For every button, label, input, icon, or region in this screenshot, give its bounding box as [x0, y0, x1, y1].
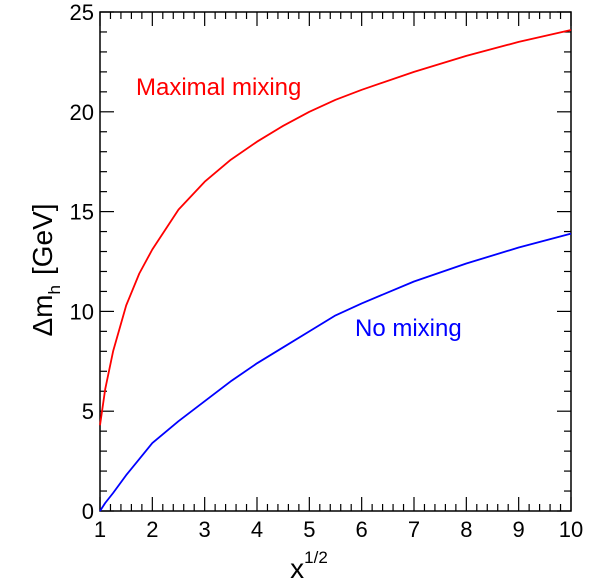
y-axis-label-unit: [GeV]	[27, 203, 58, 275]
x-tick-label: 6	[356, 517, 368, 542]
x-tick-label: 7	[408, 517, 420, 542]
series-line-no-mixing	[99, 232, 572, 512]
x-axis-label-sup: 1/2	[304, 548, 328, 567]
y-axis-label-sub: h	[45, 285, 64, 294]
x-tick-label: 10	[559, 517, 583, 542]
axis-ticks	[99, 11, 572, 512]
x-tick-label: 8	[460, 517, 472, 542]
y-axis-label-main: Δm	[27, 295, 58, 337]
x-axis-label-main: x	[290, 553, 304, 581]
y-tick-label: 15	[70, 200, 94, 225]
tick-labels: 1 2 3 4 5 6 7 8 9 10 0 5 10 15 20 25	[70, 0, 584, 542]
x-tick-label: 9	[513, 517, 525, 542]
series-line-maximal-mixing	[99, 29, 572, 426]
annotation-no-mixing: No mixing	[355, 315, 462, 342]
y-tick-label: 10	[70, 299, 94, 324]
y-tick-label: 25	[70, 0, 94, 25]
y-tick-label: 0	[82, 499, 94, 524]
x-tick-label: 3	[199, 517, 211, 542]
annotation-maximal-mixing: Maximal mixing	[136, 74, 301, 101]
x-tick-label: 4	[251, 517, 263, 542]
x-tick-label: 5	[303, 517, 315, 542]
y-tick-label: 20	[70, 100, 94, 125]
x-tick-label: 2	[146, 517, 158, 542]
plot-frame	[99, 11, 572, 512]
series-group	[99, 29, 572, 512]
x-axis-label: x1/2	[290, 548, 328, 581]
y-axis-label: Δmh [GeV]	[27, 203, 64, 336]
y-tick-label: 5	[82, 399, 94, 424]
x-tick-label: 1	[94, 517, 106, 542]
